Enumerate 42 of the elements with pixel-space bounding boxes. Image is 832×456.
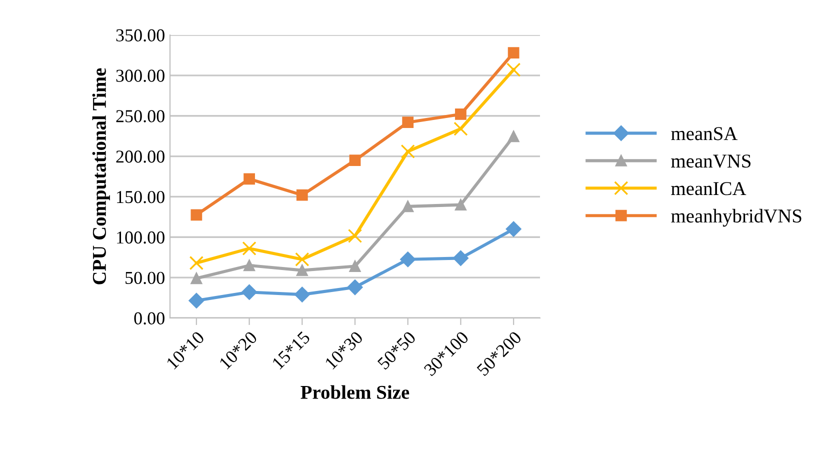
point bbox=[508, 47, 520, 58]
y-tick-label: 150.00 bbox=[117, 190, 164, 204]
point bbox=[455, 108, 466, 120]
point bbox=[400, 144, 415, 159]
point bbox=[402, 200, 414, 212]
y-tick-label: 100.00 bbox=[117, 231, 164, 244]
y-tick-label: 300.00 bbox=[116, 70, 164, 82]
point bbox=[400, 252, 416, 268]
point bbox=[188, 292, 204, 308]
y-tick-label: 0.00 bbox=[134, 312, 164, 325]
point bbox=[349, 154, 361, 166]
legend-label: meanICA bbox=[671, 182, 746, 196]
point bbox=[347, 280, 363, 295]
point bbox=[402, 116, 414, 128]
point bbox=[190, 272, 202, 284]
point bbox=[348, 228, 362, 244]
point bbox=[189, 256, 204, 270]
point bbox=[349, 260, 361, 272]
point bbox=[294, 286, 310, 302]
y-tick-label: 200.00 bbox=[116, 150, 164, 163]
point bbox=[296, 264, 308, 276]
y-tick-label: 250.00 bbox=[116, 110, 164, 122]
point bbox=[455, 199, 466, 210]
point bbox=[295, 252, 310, 266]
y-tick-label: 350.00 bbox=[116, 29, 164, 42]
point bbox=[506, 221, 522, 237]
point bbox=[296, 189, 308, 201]
point bbox=[454, 122, 468, 136]
point bbox=[190, 209, 202, 221]
legend-label: meanhybridVNS bbox=[671, 208, 802, 227]
point bbox=[244, 173, 255, 185]
legend-label: meanVNS bbox=[671, 154, 751, 168]
point bbox=[242, 284, 257, 300]
point bbox=[506, 62, 521, 77]
y-tick-label: 50.00 bbox=[126, 272, 164, 284]
point bbox=[453, 250, 468, 266]
point bbox=[244, 260, 255, 272]
point bbox=[508, 130, 520, 142]
point bbox=[242, 241, 256, 256]
legend-label: meanSA bbox=[671, 127, 738, 140]
x-axis-title: Problem Size bbox=[300, 385, 410, 399]
y-axis-title: CPU Computational Time bbox=[92, 68, 110, 284]
